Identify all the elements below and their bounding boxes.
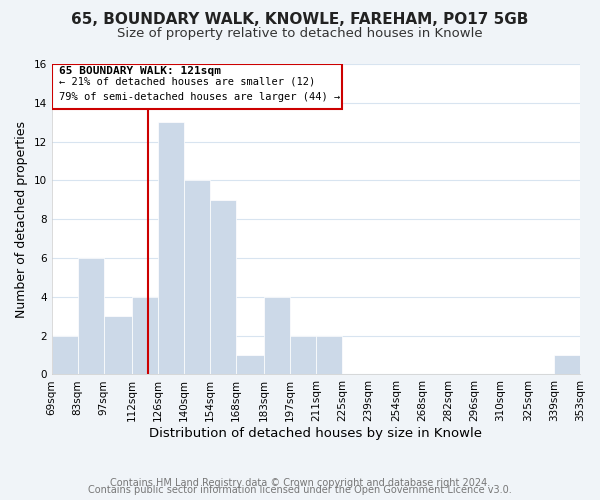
Bar xyxy=(52,64,342,108)
Text: 65, BOUNDARY WALK, KNOWLE, FAREHAM, PO17 5GB: 65, BOUNDARY WALK, KNOWLE, FAREHAM, PO17… xyxy=(71,12,529,28)
Bar xyxy=(131,297,158,374)
Text: ← 21% of detached houses are smaller (12): ← 21% of detached houses are smaller (12… xyxy=(59,76,316,86)
Bar xyxy=(184,180,210,374)
Bar xyxy=(316,336,342,374)
X-axis label: Distribution of detached houses by size in Knowle: Distribution of detached houses by size … xyxy=(149,427,482,440)
Text: 79% of semi-detached houses are larger (44) →: 79% of semi-detached houses are larger (… xyxy=(59,92,340,102)
Bar xyxy=(104,316,131,374)
Bar xyxy=(78,258,104,374)
Y-axis label: Number of detached properties: Number of detached properties xyxy=(15,120,28,318)
Bar xyxy=(554,355,580,374)
Bar xyxy=(52,336,78,374)
Bar xyxy=(158,122,184,374)
Bar xyxy=(290,336,316,374)
Text: Contains public sector information licensed under the Open Government Licence v3: Contains public sector information licen… xyxy=(88,485,512,495)
Text: Contains HM Land Registry data © Crown copyright and database right 2024.: Contains HM Land Registry data © Crown c… xyxy=(110,478,490,488)
Bar xyxy=(264,297,290,374)
Bar xyxy=(236,355,264,374)
Bar xyxy=(210,200,236,374)
Text: Size of property relative to detached houses in Knowle: Size of property relative to detached ho… xyxy=(117,28,483,40)
Text: 65 BOUNDARY WALK: 121sqm: 65 BOUNDARY WALK: 121sqm xyxy=(59,66,221,76)
